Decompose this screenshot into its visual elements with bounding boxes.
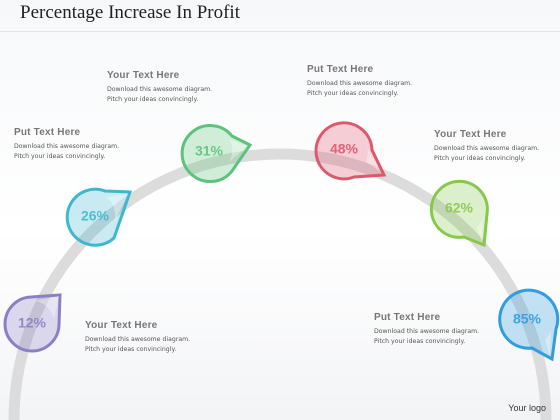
marker-value-31: 31% — [195, 143, 224, 159]
caption-26: Put Text Here Download this awesome diag… — [14, 127, 119, 162]
caption-heading: Your Text Here — [107, 70, 180, 81]
marker-shine-85 — [545, 329, 551, 356]
caption-48: Put Text Here Download this awesome diag… — [307, 64, 412, 99]
marker-shine-31 — [229, 139, 247, 162]
caption-line: Download this awesome diagram. — [307, 80, 413, 87]
page-title: Percentage Increase In Profit — [20, 2, 240, 23]
marker-62: 62% — [429, 179, 489, 248]
caption-line: Pitch your ideas convincingly. — [107, 96, 199, 103]
marker-26: 26% — [65, 187, 133, 247]
caption-line: Pitch your ideas convincingly. — [307, 90, 399, 97]
caption-heading: Your Text Here — [434, 129, 507, 140]
marker-value-26: 26% — [81, 208, 110, 224]
caption-line: Pitch your ideas convincingly. — [85, 346, 177, 353]
caption-line: Download this awesome diagram. — [107, 86, 213, 93]
caption-12: Your Text Here Download this awesome dia… — [85, 320, 190, 355]
caption-31: Your Text Here Download this awesome dia… — [107, 70, 212, 105]
marker-85: 85% — [498, 288, 560, 362]
marker-value-62: 62% — [445, 200, 474, 216]
marker-shine-12 — [35, 296, 59, 319]
marker-48: 48% — [314, 121, 387, 181]
marker-drop-26 — [65, 187, 133, 247]
marker-drop-48 — [314, 121, 387, 181]
caption-line: Download this awesome diagram. — [374, 328, 480, 335]
caption-line: Download this awesome diagram. — [14, 143, 120, 150]
marker-shine-62 — [477, 216, 483, 242]
caption-heading: Put Text Here — [307, 64, 374, 75]
marker-drop-62 — [429, 179, 489, 248]
marker-31: 31% — [180, 124, 253, 183]
caption-line: Pitch your ideas convincingly. — [434, 155, 526, 162]
caption-line: Download this awesome diagram. — [434, 145, 540, 152]
marker-value-85: 85% — [513, 311, 542, 327]
caption-line: Pitch your ideas convincingly. — [374, 338, 466, 345]
caption-62: Your Text Here Download this awesome dia… — [434, 129, 539, 164]
caption-line: Pitch your ideas convincingly. — [14, 153, 106, 160]
caption-heading: Put Text Here — [374, 312, 441, 323]
marker-value-12: 12% — [18, 315, 47, 331]
marker-drop-85 — [498, 288, 560, 362]
marker-value-48: 48% — [330, 141, 359, 157]
marker-shine-26 — [106, 194, 128, 225]
caption-line: Download this awesome diagram. — [85, 336, 191, 343]
marker-12: 12% — [3, 293, 62, 353]
marker-drop-12 — [3, 293, 62, 353]
caption-85: Put Text Here Download this awesome diag… — [374, 312, 479, 347]
logo-text: Your logo — [508, 403, 546, 413]
title-divider — [0, 31, 560, 32]
marker-shine-48 — [366, 147, 381, 172]
marker-drop-31 — [180, 124, 253, 183]
caption-heading: Put Text Here — [14, 127, 81, 138]
caption-heading: Your Text Here — [85, 320, 158, 331]
